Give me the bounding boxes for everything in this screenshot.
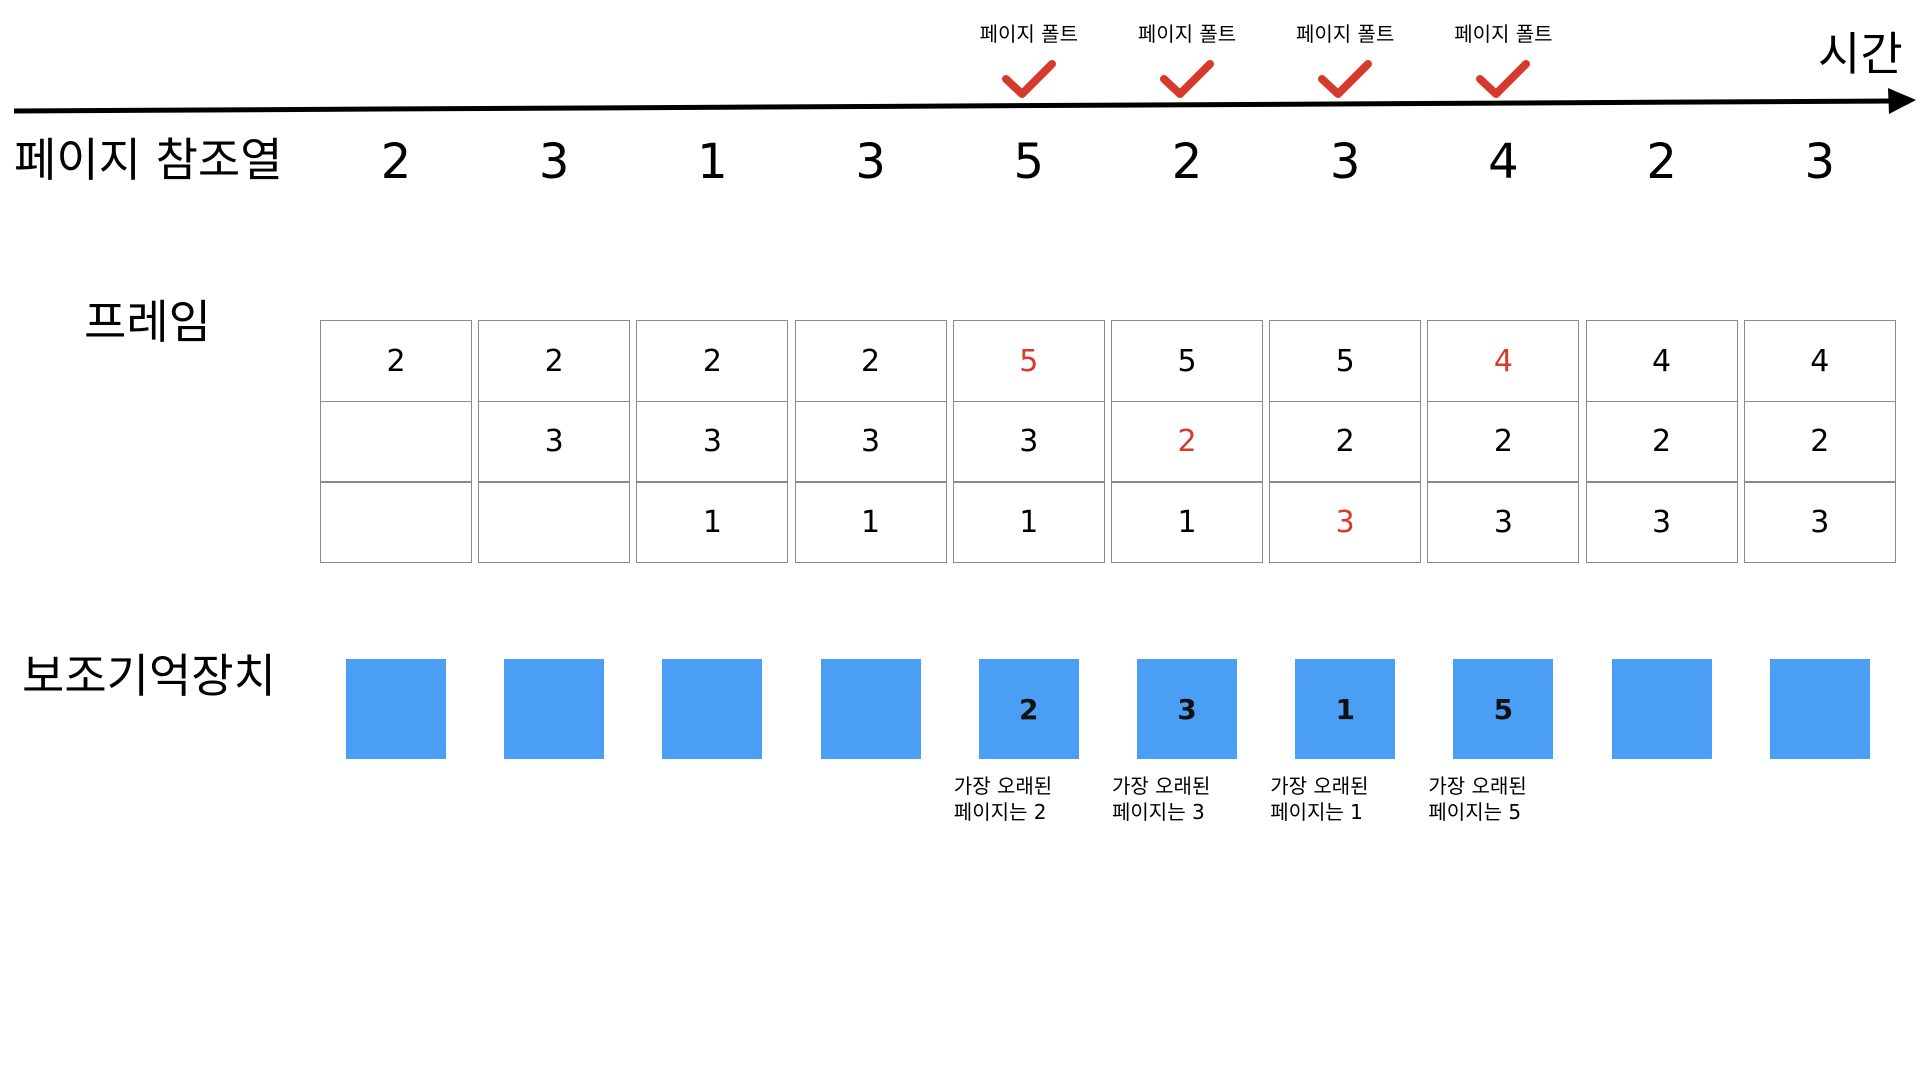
frame-cell: 2 [636, 320, 789, 402]
frame-cell [320, 481, 472, 563]
reference-number: 3 [855, 134, 886, 190]
frame-cell: 2 [1111, 400, 1263, 483]
reference-number: 3 [1804, 134, 1836, 190]
reference-number: 5 [1013, 134, 1045, 190]
frame-cell: 2 [1427, 400, 1580, 483]
reference-string-label: 페이지 참조열 [14, 133, 283, 187]
reference-number: 2 [380, 134, 412, 190]
storage-slot [346, 659, 446, 759]
frame-cell: 3 [1427, 481, 1580, 563]
checkmark-icon [1160, 60, 1214, 98]
frame-cell: 2 [1269, 400, 1422, 483]
frame-cell: 4 [1585, 320, 1738, 402]
storage-slot: 2 [978, 659, 1079, 759]
frame-cell: 1 [952, 481, 1105, 563]
reference-number: 2 [1646, 134, 1677, 190]
reference-number: 3 [538, 134, 570, 190]
reference-number: 2 [1171, 134, 1203, 190]
frame-cell: 5 [952, 320, 1105, 402]
checkmark-icon [1001, 60, 1056, 98]
reference-number: 4 [1488, 134, 1519, 190]
storage-label: 보조기억장치 [22, 649, 276, 703]
frame-cell: 3 [1743, 481, 1896, 563]
reference-number: 3 [1329, 134, 1361, 190]
frame-cell: 1 [636, 481, 789, 563]
frame-cell: 3 [952, 400, 1105, 483]
frame-cell: 2 [1743, 400, 1896, 483]
page-fault-label: 페이지 폴트 [979, 22, 1078, 46]
storage-slot [504, 659, 605, 759]
frame-cell: 5 [1269, 320, 1422, 402]
oldest-page-note: 가장 오래된 페이지는 5 [1428, 774, 1527, 824]
frame-cell: 1 [1111, 481, 1263, 563]
page-fault-label: 페이지 폴트 [1454, 22, 1553, 46]
time-axis-arrow [13, 88, 1916, 114]
frame-cell: 2 [1585, 400, 1738, 483]
frame-cell: 3 [1585, 481, 1738, 563]
frame-cell: 4 [1743, 320, 1896, 402]
frame-cell: 4 [1427, 320, 1580, 402]
page-fault-label: 페이지 폴트 [1296, 22, 1395, 46]
checkmark-icon [1476, 60, 1531, 98]
storage-slot [820, 659, 921, 759]
frame-cell [320, 400, 472, 483]
frame-cell: 3 [478, 400, 631, 483]
frame-cell: 2 [478, 320, 631, 402]
storage-slot: 5 [1453, 659, 1554, 759]
frame-cell: 2 [794, 320, 947, 402]
frame-cell: 3 [636, 400, 789, 483]
frame-cell: 2 [320, 320, 472, 402]
frame-cell [478, 481, 631, 563]
oldest-page-note: 가장 오래된 페이지는 2 [953, 774, 1053, 824]
frame-cell: 3 [1269, 481, 1422, 563]
oldest-page-note: 가장 오래된 페이지는 3 [1112, 774, 1211, 824]
frame-cell: 1 [794, 481, 947, 563]
frame-label: 프레임 [84, 295, 211, 349]
page-fault-label: 페이지 폴트 [1137, 22, 1237, 46]
frame-cell: 3 [794, 400, 947, 483]
storage-slot: 3 [1137, 659, 1237, 759]
frame-cell: 5 [1111, 320, 1263, 402]
storage-slot [662, 659, 763, 759]
oldest-page-note: 가장 오래된 페이지는 1 [1270, 774, 1369, 824]
reference-number: 1 [697, 134, 728, 190]
storage-slot [1769, 659, 1870, 759]
storage-slot: 1 [1295, 659, 1396, 759]
checkmark-icon [1318, 60, 1373, 98]
time-axis-label: 시간 [1818, 27, 1903, 81]
storage-slot [1611, 659, 1712, 759]
frame-column: 2 [320, 320, 472, 563]
